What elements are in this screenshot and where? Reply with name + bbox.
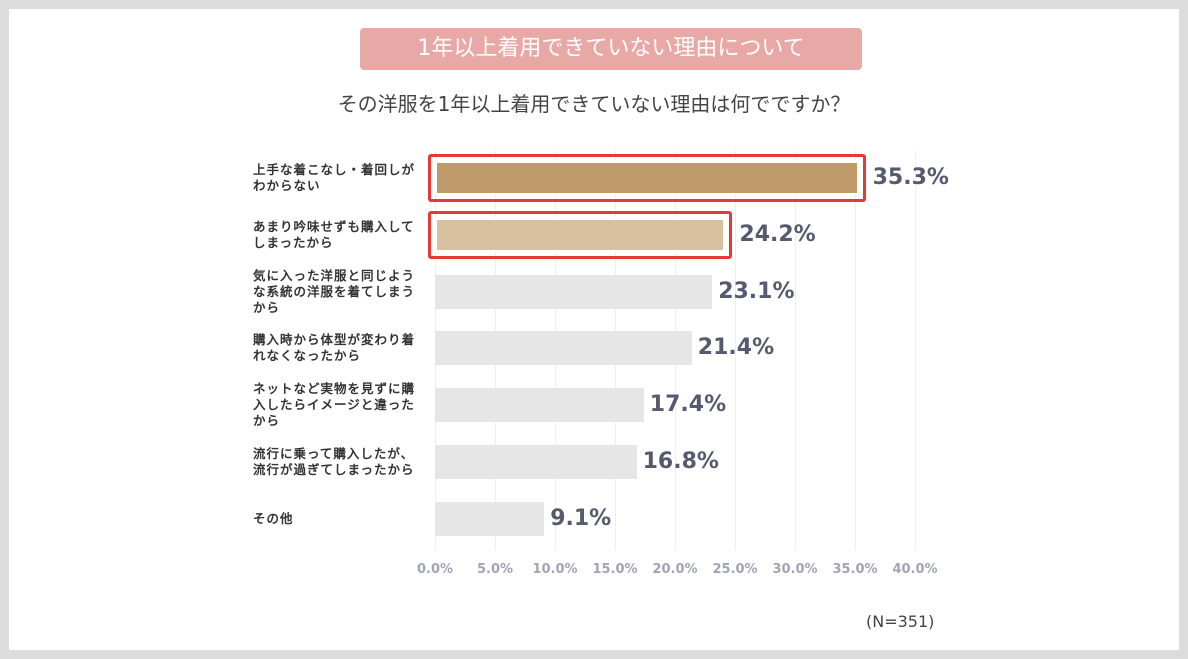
grid-line [735, 150, 736, 550]
bar [435, 388, 644, 423]
category-label: 上手な着こなし・着回しがわからない [253, 162, 416, 193]
note: (N=351) [866, 612, 935, 631]
value-label: 21.4% [697, 335, 775, 361]
x-tick-label: 5.0% [476, 562, 514, 577]
category-label: その他 [253, 510, 294, 526]
value-label: 9.1% [550, 505, 612, 531]
panel [9, 9, 1179, 650]
grid-line [855, 150, 856, 550]
x-tick-label: 20.0% [652, 562, 698, 577]
bar [435, 217, 726, 252]
x-tick-label: 10.0% [532, 562, 578, 577]
value-label: 35.3% [872, 165, 949, 190]
category-label: 気に入った洋服と同じような系統の洋服を着てしまうから [253, 267, 416, 315]
highlight-box [428, 154, 866, 202]
bar [435, 274, 713, 309]
bar [435, 161, 859, 195]
x-tick-label: 40.0% [892, 562, 938, 577]
bar [435, 445, 637, 479]
x-tick-label: 0.0% [416, 562, 454, 577]
category-label: あまり吟味せずも購入してしまったから [253, 218, 415, 250]
x-tick-label: 35.0% [832, 562, 878, 577]
category-label: 購入時から体型が変わり着れなくなったから [253, 332, 416, 364]
grid-line [795, 150, 796, 550]
value-label: 24.2% [739, 221, 816, 247]
grid-line [915, 150, 916, 550]
x-tick-label: 15.0% [592, 562, 638, 577]
value-label: 23.1% [718, 278, 795, 304]
category-label: ネットなど実物を見ずに購入したらイメージと違ったから [253, 381, 416, 429]
chart-subtitle: その洋服を1年以上着用できていない理由は何でですか？ [337, 92, 851, 116]
bar [435, 331, 692, 366]
value-label: 16.8% [642, 449, 719, 474]
bar [435, 501, 545, 536]
x-tick-label: 25.0% [712, 562, 758, 577]
category-label: 流行に乗って購入したが、流行が過ぎてしまったから [253, 446, 415, 477]
value-label: 17.4% [649, 392, 727, 418]
highlight-box [428, 210, 733, 259]
x-tick-label: 30.0% [772, 562, 818, 577]
chart-title: 1年以上着用できていない理由について [360, 28, 862, 70]
